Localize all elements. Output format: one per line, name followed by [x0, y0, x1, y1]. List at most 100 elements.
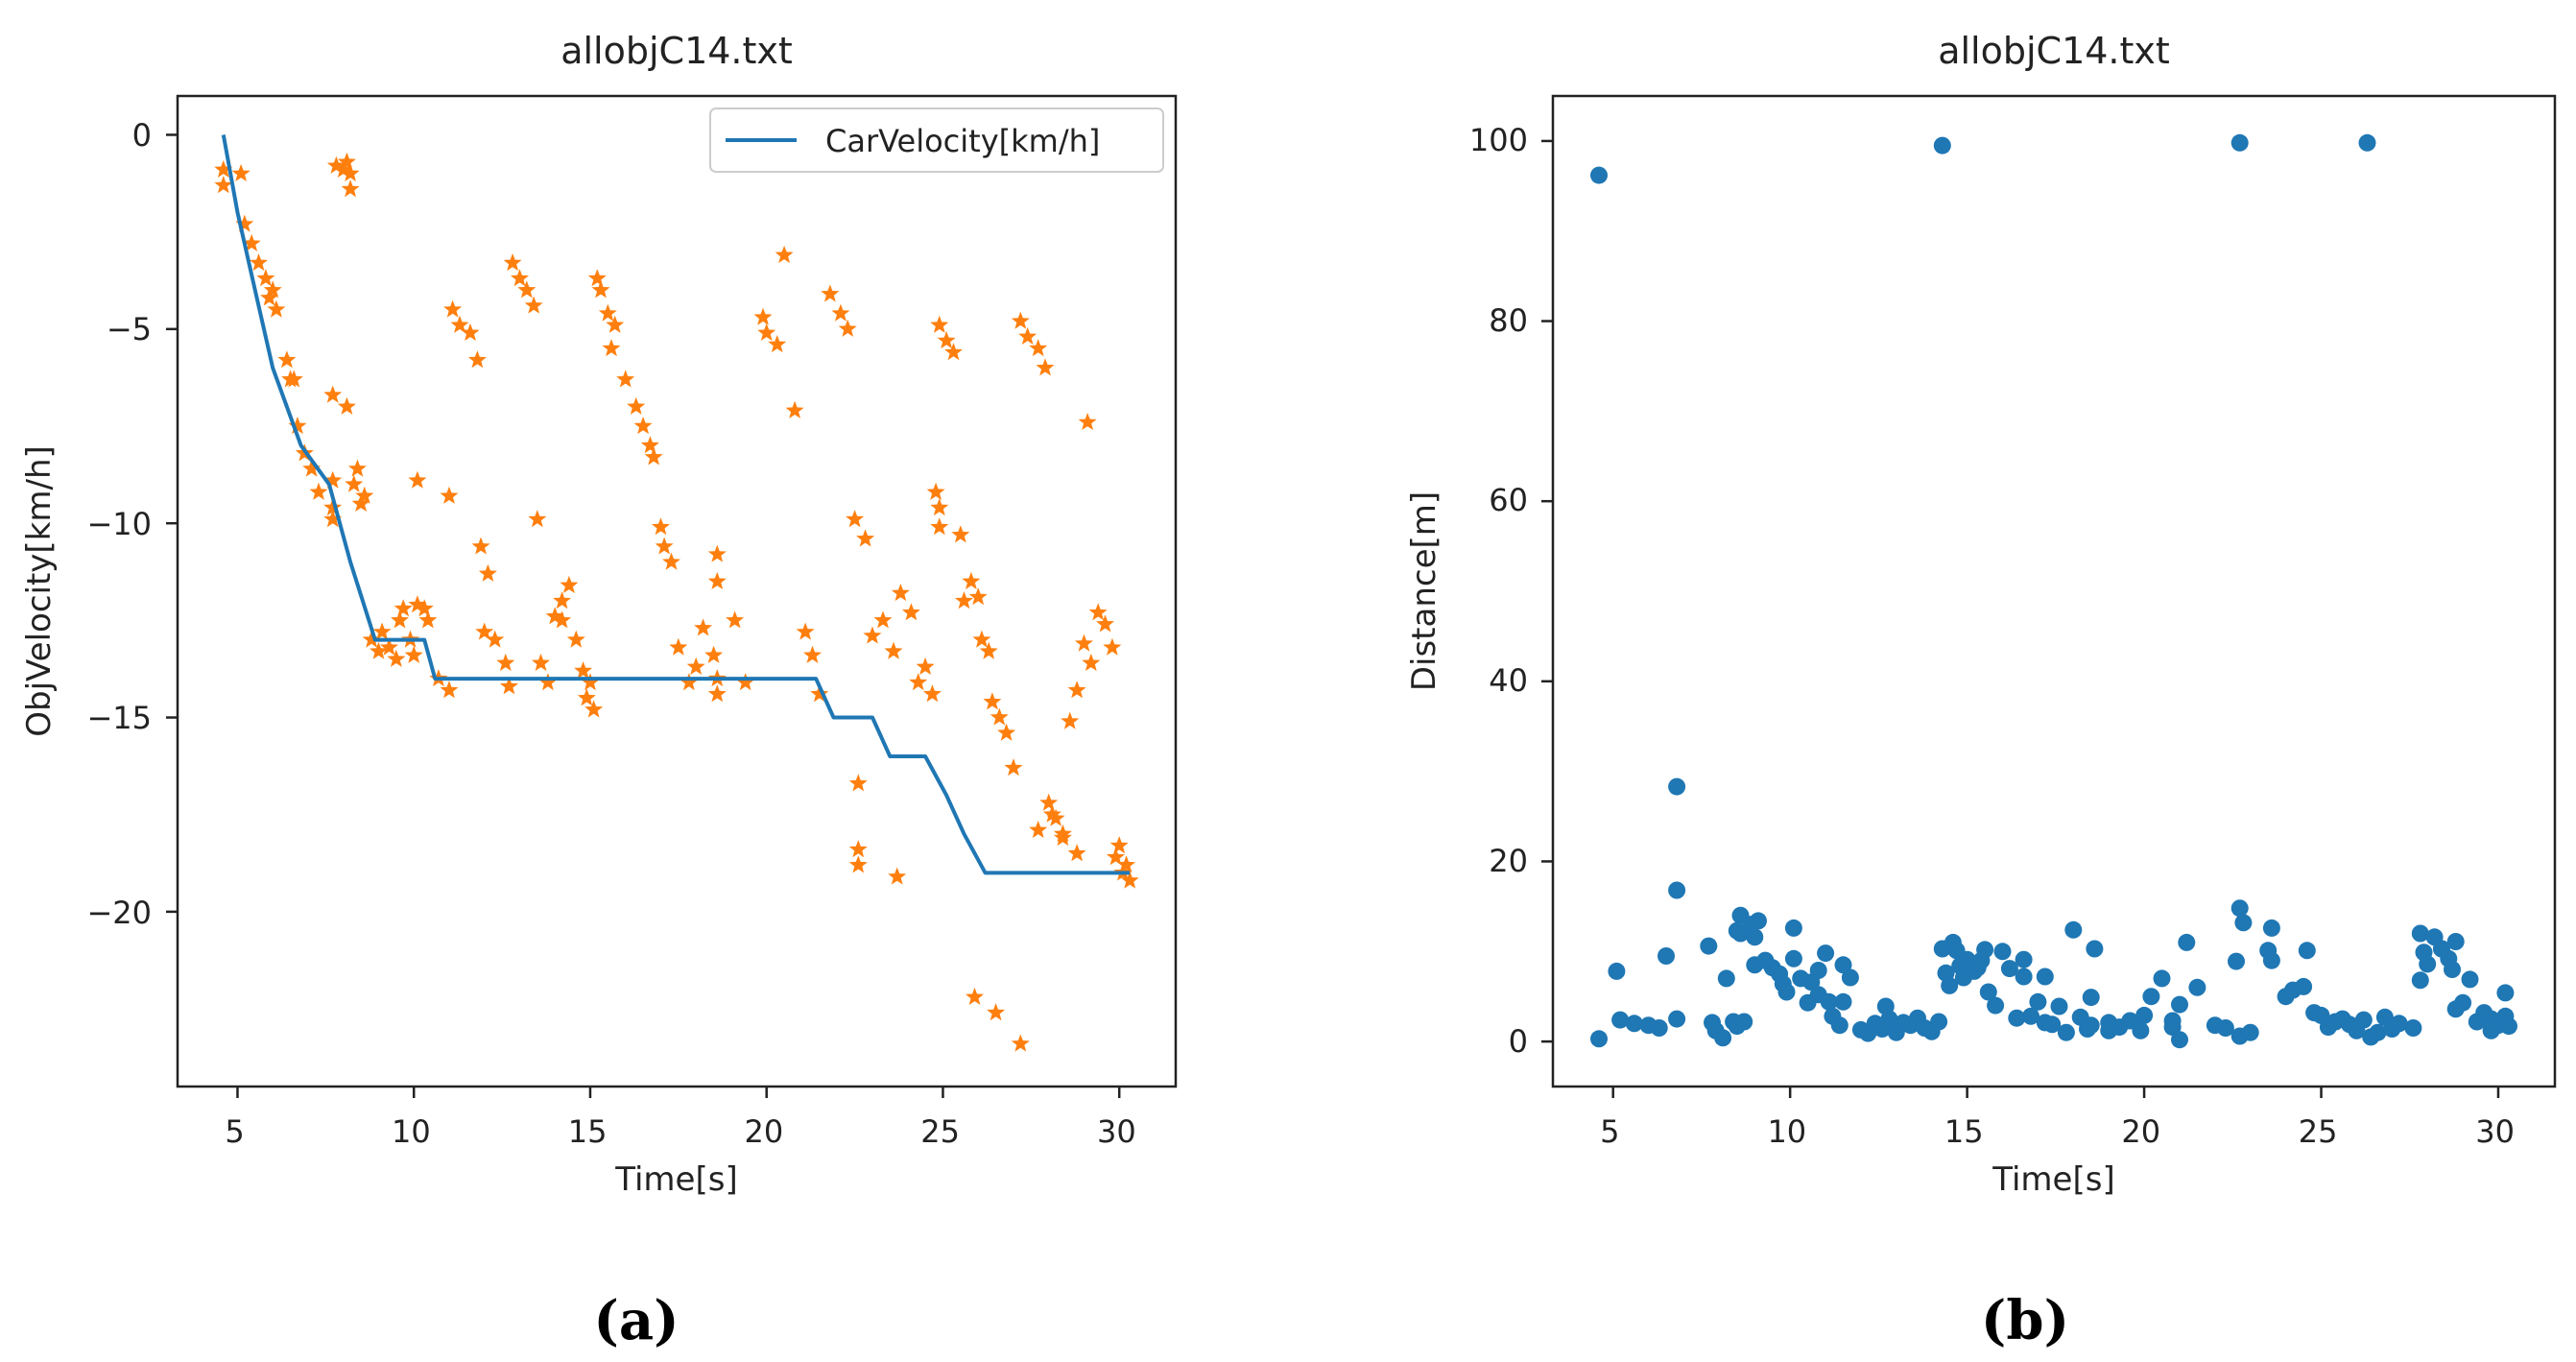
chart-b-ytick-label: 80	[1489, 302, 1528, 339]
chart-b-xtick-label: 25	[2299, 1113, 2338, 1150]
chart-b-distance-point	[2000, 960, 2018, 978]
chart-a-star-point	[987, 1003, 1006, 1021]
chart-a-star-point	[972, 630, 991, 648]
chart-a-plot	[176, 94, 1178, 1088]
chart-a-star-point	[1096, 614, 1114, 633]
chart-a-star-point	[351, 493, 370, 512]
chart-a-star-point	[966, 987, 984, 1005]
chart-a-star-point	[1082, 653, 1101, 671]
chart-a-star-point	[627, 396, 646, 415]
chart-a-star-point	[838, 319, 857, 337]
chart-a-star-point	[694, 618, 713, 636]
chart-a-star-point	[1103, 637, 1122, 656]
chart-b-distance-point	[1777, 983, 1796, 1001]
chart-b-distance-point	[2228, 952, 2245, 970]
chart-a-xtick-label: 15	[568, 1113, 608, 1150]
chart-a-star-point	[415, 599, 434, 617]
chart-a-star-point	[669, 637, 688, 656]
chart-a-star-point	[404, 645, 423, 663]
chart-a-star-point	[1011, 1034, 1030, 1052]
chart-a-star-point	[532, 653, 550, 671]
chart-a-star-point	[821, 284, 840, 302]
chart-a-star-point	[1018, 326, 1038, 345]
chart-b-xtick-label: 15	[1944, 1113, 1984, 1150]
chart-a-star-point	[916, 657, 935, 675]
chart-a-star-point	[496, 653, 515, 671]
chart-a-star-point	[803, 645, 822, 663]
chart-a-title: allobjC14.txt	[561, 30, 793, 72]
chart-b-distance-point	[2433, 940, 2450, 958]
chart-a-star-point	[355, 486, 374, 504]
chart-a-star-point	[242, 233, 261, 251]
chart-a-star-point	[1029, 820, 1048, 838]
chart-a-star-point	[581, 673, 600, 691]
chart-a-star-point	[553, 591, 572, 609]
chart-a-star-point	[587, 269, 607, 287]
chart-a-ytick-label: −15	[86, 700, 152, 736]
chart-a-star-point	[478, 563, 497, 582]
chart-a-star-point	[655, 537, 674, 555]
chart-b-distance-point	[1880, 1010, 1898, 1028]
chart-a-star-point	[372, 622, 392, 640]
chart-b-frame	[1551, 94, 2557, 1088]
chart-a-star-point	[235, 214, 254, 232]
chart-b-distance-point	[1650, 1019, 1668, 1037]
chart-a-star-point	[686, 657, 705, 675]
chart-a-star-point	[831, 303, 850, 322]
chart-a-xtick-label: 30	[1097, 1113, 1136, 1150]
chart-a-panel-label: (a)	[593, 1289, 679, 1352]
chart-a-legend: CarVelocity[km/h]	[709, 108, 1164, 173]
chart-a-star-point	[334, 159, 353, 178]
chart-b-distance-point	[2188, 978, 2206, 996]
chart-a-star-point	[888, 867, 907, 885]
chart-b-distance-point	[1625, 1015, 1643, 1033]
chart-b-distance-point	[2262, 919, 2280, 937]
chart-a-star-point	[574, 661, 593, 680]
chart-a-star-point	[214, 159, 233, 178]
chart-a-star-point	[726, 610, 745, 629]
chart-b-distance-point	[2008, 1009, 2026, 1027]
chart-a-xtick-label: 25	[920, 1113, 960, 1150]
chart-a-star-point	[1004, 758, 1023, 777]
chart-b-distance-point	[1933, 136, 1951, 155]
chart-b-distance-point	[2230, 1027, 2249, 1045]
chart-a-star-point	[323, 498, 343, 516]
chart-b-distance-point	[1714, 1029, 1732, 1047]
chart-b-distance-point	[1728, 921, 1746, 940]
chart-b-distance-point	[2036, 968, 2054, 986]
chart-b-distance-point	[1784, 919, 1802, 937]
chart-b-distance-point	[2050, 997, 2068, 1016]
chart-a-star-point	[450, 315, 469, 333]
chart-a-star-point	[990, 707, 1009, 726]
chart-a-star-point	[528, 510, 547, 528]
chart-b-distance-point	[1830, 1016, 1849, 1035]
chart-a-star-point	[499, 677, 518, 695]
chart-b-distance-point	[2482, 1021, 2500, 1039]
chart-b-distance-point	[2369, 1023, 2387, 1041]
chart-b-distance-point	[2029, 992, 2047, 1011]
chart-a-star-point	[284, 370, 303, 388]
chart-a-star-point	[1107, 848, 1125, 866]
chart-a-star-point	[1074, 633, 1093, 652]
chart-a-y-ticks	[166, 133, 178, 914]
chart-b-distance-point	[2100, 1021, 2118, 1039]
chart-a-star-point	[566, 630, 585, 648]
chart-a-star-point	[968, 587, 988, 606]
chart-a-star-point	[391, 610, 409, 629]
chart-a-xtick-label: 10	[392, 1113, 431, 1150]
chart-b-distance-point	[1834, 992, 1852, 1011]
chart-a-star-point	[983, 692, 1002, 710]
chart-b-distance-point	[1611, 1011, 1630, 1029]
chart-a-star-point	[962, 571, 981, 589]
chart-a-star-point	[704, 645, 724, 663]
chart-b-distance-point	[2163, 1018, 2182, 1037]
chart-a-star-point	[707, 544, 727, 562]
chart-b-distance-point	[1590, 166, 1608, 184]
chart-b-distance-point	[1756, 951, 1775, 969]
chart-a-star-point	[1042, 804, 1061, 823]
chart-b-xtick-label: 20	[2121, 1113, 2160, 1150]
chart-b-distance-point	[1809, 962, 1827, 979]
chart-a-star-point	[810, 684, 829, 703]
chart-a-star-point	[471, 537, 490, 555]
chart-b-x-ticks	[1611, 1087, 2500, 1098]
